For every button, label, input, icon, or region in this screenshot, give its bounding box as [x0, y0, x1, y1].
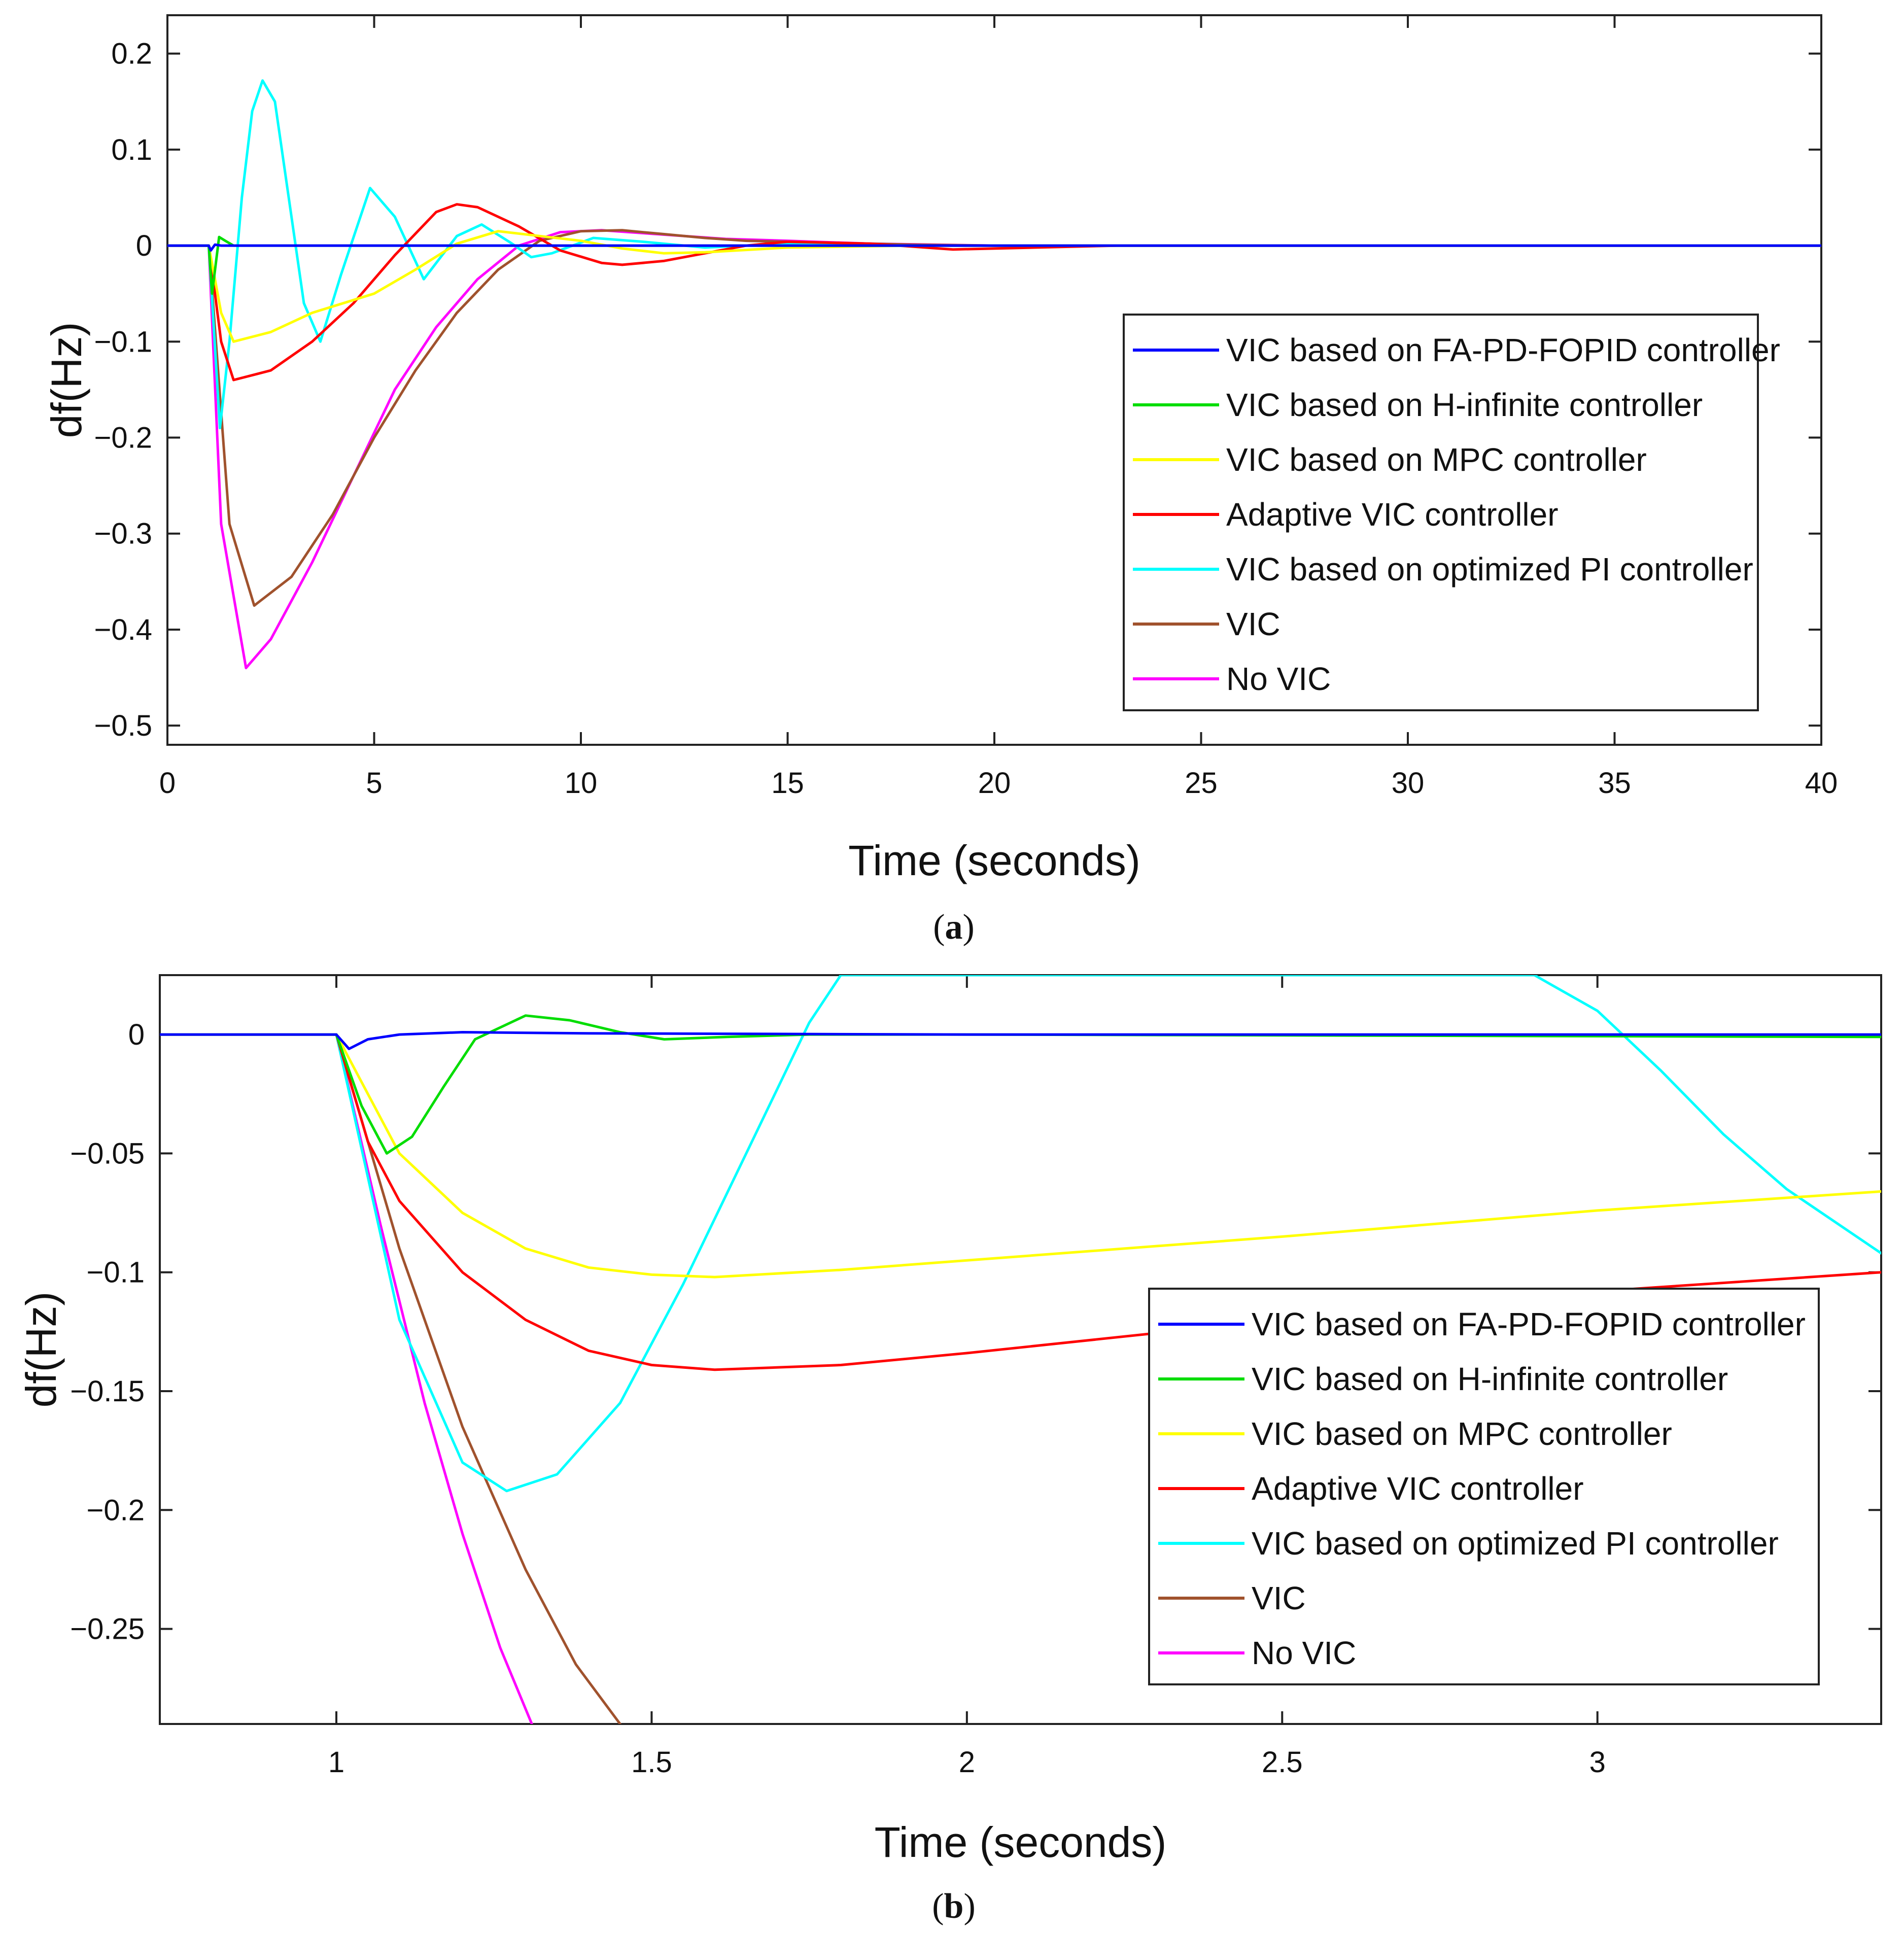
panel-a-line-vic-based-on-optimized-pi-controller	[167, 79, 1821, 430]
caption-b: (b)	[932, 1887, 976, 1926]
panel-b-y-tick-label: 0	[128, 1018, 145, 1051]
panel-a-x-axis-label: Time (seconds)	[848, 837, 1140, 884]
panel-b-legend-box	[1148, 1288, 1820, 1685]
panel-a-y-axis-label: df(Hz)	[43, 322, 90, 438]
panel-a-y-tick-label: 0	[136, 229, 152, 262]
panel-a-x-tick-label: 35	[1598, 767, 1631, 800]
panel-a-legend-box	[1123, 314, 1759, 711]
panel-a-x-tick-label: 10	[565, 767, 598, 800]
panel-a-y-tick-label: −0.3	[94, 517, 153, 550]
panel-b-legend-entry: VIC based on optimized PI controller	[1252, 1525, 1779, 1562]
panel-b-legend-entry: No VIC	[1252, 1635, 1356, 1671]
panel-a-legend-entry: VIC	[1226, 606, 1280, 642]
panel-b-x-tick-label: 1.5	[631, 1746, 672, 1779]
panel-b-chart: 1 1.5 2 2.5 3 0 −0.05 −0.1 −0.15 −0.2 −0.25 Time (s…	[17, 974, 1882, 1866]
panel-b-x-tick-label: 1	[328, 1746, 344, 1779]
panel-a-line-vic-based-on-mpc-controller	[167, 230, 1821, 343]
panel-a-chart: 0 5 10 15 20 25 30 35 40 0.2 0.1 0 −0.1 −0.2 −0.3 −0.4 −…	[43, 14, 1838, 884]
panel-b-x-axis-label: Time (seconds)	[875, 1818, 1167, 1866]
panel-b-y-tick-label: −0.15	[70, 1375, 145, 1408]
panel-a-x-tick-label: 40	[1805, 767, 1838, 800]
caption-b-letter: b	[944, 1887, 964, 1926]
panel-a-legend-entry: No VIC	[1226, 661, 1331, 697]
panel-a-series-group	[167, 79, 1821, 670]
panel-a-y-tick-label: 0.2	[111, 38, 152, 71]
panel-b-x-tick-label: 2	[959, 1746, 975, 1779]
panel-a-line-adaptive-vic-controller	[167, 203, 1821, 382]
panel-a-x-tick-label: 0	[159, 767, 176, 800]
panel-b-line-vic-based-on-optimized-pi-controller	[160, 975, 1881, 1493]
panel-a-y-tick-label: −0.5	[94, 709, 153, 742]
panel-b-line-vic	[335, 1033, 621, 1724]
panel-b-x-tick-label: 3	[1589, 1746, 1606, 1779]
panel-a-legend-entry: VIC based on FA-PD-FOPID controller	[1226, 332, 1780, 368]
panel-b-y-tick-label: −0.1	[87, 1256, 145, 1289]
panel-a-legend-entry: Adaptive VIC controller	[1226, 496, 1559, 533]
caption-a: (a)	[933, 908, 975, 947]
panel-b-line-no-vic	[335, 1033, 533, 1724]
panel-a-x-tick-label: 30	[1392, 767, 1425, 800]
panel-b-legend-entry: Adaptive VIC controller	[1252, 1470, 1584, 1507]
panel-b-line-vic-based-on-mpc-controller	[160, 1033, 1881, 1279]
panel-a-legend-entry: VIC based on MPC controller	[1226, 441, 1647, 478]
panel-b-legend: VIC based on FA-PD-FOPID controller VIC b…	[1148, 1288, 1820, 1685]
panel-a-x-tick-label: 20	[978, 767, 1011, 800]
panel-b-y-tick-label: −0.25	[70, 1613, 145, 1646]
panel-b-legend-entry: VIC	[1252, 1580, 1306, 1616]
panel-a-y-tick-label: −0.4	[94, 613, 153, 646]
panel-b-y-tick-label: −0.2	[87, 1494, 145, 1527]
panel-a-legend-entry: VIC based on H-infinite controller	[1226, 387, 1703, 423]
panel-a-legend-entry: VIC based on optimized PI controller	[1226, 551, 1753, 588]
panel-b-line-vic-based-on-fa-pd-fopid-controller	[160, 1031, 1881, 1050]
panel-b-x-tick-label: 2.5	[1262, 1746, 1303, 1779]
caption-a-letter: a	[945, 908, 963, 947]
panel-b-y-axis-label: df(Hz)	[17, 1292, 65, 1408]
panel-b-y-tick-label: −0.05	[70, 1137, 145, 1170]
panel-a-legend: VIC based on FA-PD-FOPID controller VIC b…	[1123, 314, 1780, 711]
panel-b-legend-entry: VIC based on MPC controller	[1252, 1416, 1672, 1452]
panel-b-legend-entry: VIC based on H-infinite controller	[1252, 1361, 1728, 1397]
panel-b-series-group	[160, 975, 1881, 1724]
panel-b-legend-entry: VIC based on FA-PD-FOPID controller	[1252, 1306, 1806, 1342]
panel-a-line-vic-based-on-fa-pd-fopid-controller	[167, 243, 1821, 252]
panel-b-line-vic-based-on-h-infinite-controller	[160, 1014, 1881, 1155]
panel-a-y-tick-label: −0.2	[94, 422, 153, 455]
panel-a-x-tick-label: 15	[771, 767, 804, 800]
panel-a-y-tick-label: 0.1	[111, 133, 152, 166]
panel-a-x-tick-label: 5	[366, 767, 382, 800]
panel-a-x-tick-label: 25	[1185, 767, 1218, 800]
panel-a-y-tick-label: −0.1	[94, 325, 153, 358]
